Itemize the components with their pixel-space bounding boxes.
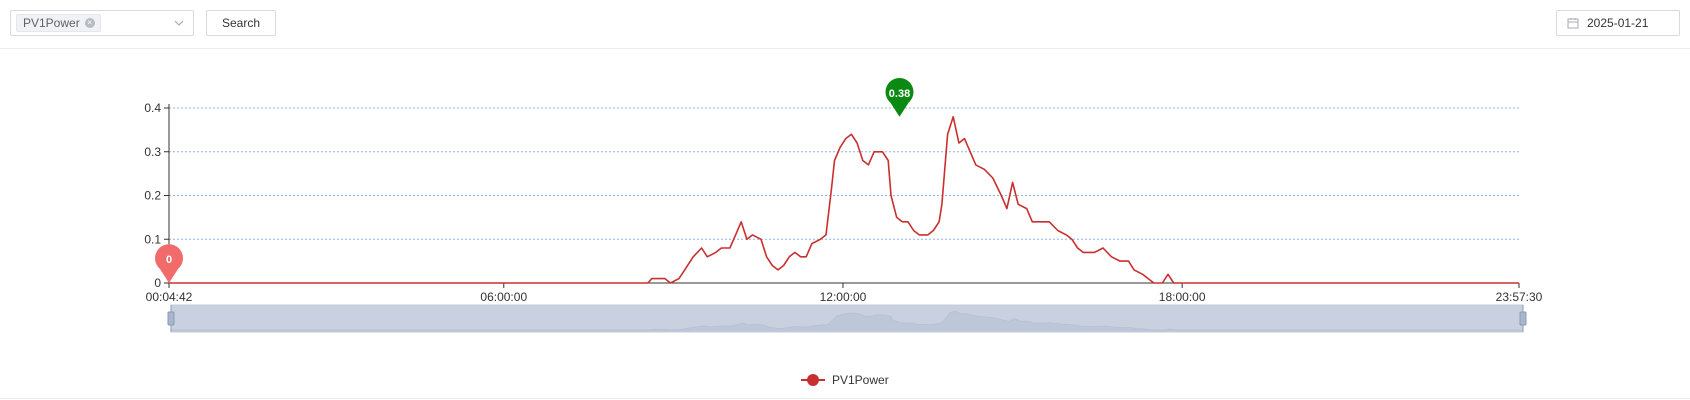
y-tick-label: 0.3 bbox=[144, 145, 161, 159]
x-tick-label: 12:00:00 bbox=[820, 290, 867, 304]
y-tick-label: 0.1 bbox=[144, 232, 161, 246]
x-tick-label: 23:57:30 bbox=[1496, 290, 1543, 304]
selected-series-label: PV1Power bbox=[23, 16, 80, 30]
series-select[interactable]: PV1Power × bbox=[10, 10, 194, 36]
power-line-chart: 0 0.1 0.2 0.3 0.4 00:04:42 06:00:00 12:00:00 18:… bbox=[144, 78, 1543, 387]
chart-axes: 0 0.1 0.2 0.3 0.4 00:04:42 06:00:00 12:00:00 18:… bbox=[144, 101, 1542, 304]
date-picker[interactable]: 2025-01-21 bbox=[1556, 10, 1680, 36]
y-tick-label: 0 bbox=[154, 276, 161, 290]
legend-label: PV1Power bbox=[832, 373, 889, 387]
x-tick-label: 18:00:00 bbox=[1159, 290, 1206, 304]
zoom-handle-right[interactable] bbox=[1519, 311, 1527, 326]
chart-legend[interactable]: PV1Power bbox=[801, 373, 889, 387]
x-tick-label: 06:00:00 bbox=[480, 290, 527, 304]
search-button[interactable]: Search bbox=[206, 10, 276, 36]
legend-symbol bbox=[807, 374, 819, 386]
zoom-selection bbox=[170, 304, 1524, 333]
y-tick-label: 0.2 bbox=[144, 189, 161, 203]
divider bbox=[0, 398, 1690, 399]
calendar-icon bbox=[1567, 18, 1579, 29]
marker-pin-min bbox=[155, 244, 183, 283]
chart-series bbox=[169, 116, 1519, 284]
y-tick-label: 0.4 bbox=[144, 101, 161, 115]
zoom-preview-area bbox=[170, 310, 1522, 333]
date-value: 2025-01-21 bbox=[1587, 16, 1649, 30]
data-zoom-slider[interactable] bbox=[167, 304, 1527, 333]
toolbar: PV1Power × Search 2025-01-21 bbox=[0, 0, 1690, 49]
chart-grid bbox=[169, 107, 1519, 240]
marker-pin-max bbox=[885, 78, 914, 117]
chart-markers: 00.38 bbox=[155, 78, 914, 283]
series-line-pv1power bbox=[169, 116, 1519, 284]
close-icon[interactable]: × bbox=[84, 18, 95, 28]
marker-label-max: 0.38 bbox=[889, 88, 910, 100]
selected-series-tag: PV1Power × bbox=[16, 14, 101, 32]
chevron-down-icon[interactable] bbox=[173, 17, 185, 29]
zoom-handle-left[interactable] bbox=[167, 311, 175, 326]
marker-label-min: 0 bbox=[166, 254, 172, 266]
x-tick-label: 00:04:42 bbox=[146, 290, 193, 304]
